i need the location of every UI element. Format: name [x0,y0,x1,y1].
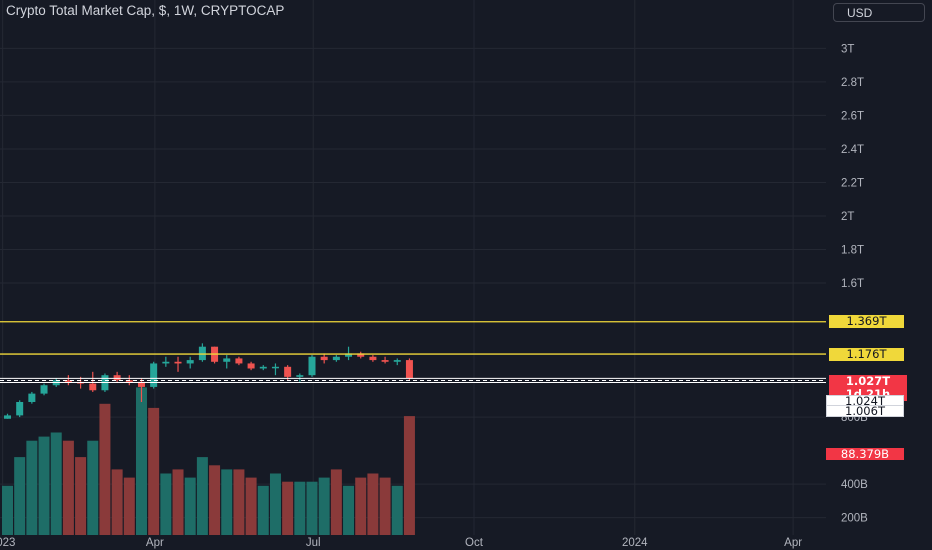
volume-bar [123,477,135,535]
volume-bar [135,387,147,535]
candle-body [296,375,304,377]
volume-bar [38,436,50,535]
volume-bar [282,481,294,535]
candle-body [369,356,377,361]
volume-bar [306,481,318,535]
y-tick-label: 2.6T [841,110,864,122]
candle-body [186,360,194,364]
candle-body [271,366,279,369]
candle-body [284,366,292,377]
volume-bar [75,457,87,535]
x-tick-label: Apr [784,537,802,549]
volume-bar [172,469,184,535]
candle-body [332,356,340,361]
candle-body [125,380,133,382]
volume-bar [2,485,13,535]
volume-tag: 88.379B [826,448,904,460]
volume-bar [294,481,306,535]
volume-bar [209,465,221,535]
candle-body [223,358,231,362]
candle-body [405,360,413,379]
last-price-value: 1.027T [845,374,891,388]
y-tick-label: 2.8T [841,77,864,89]
volume-bar [318,477,330,535]
x-tick-label: Jul [306,537,321,549]
y-tick-label: 1.6T [841,278,864,290]
chart-title: Crypto Total Market Cap, $, 1W, CRYPTOCA… [6,3,285,18]
candle-body [259,366,267,369]
time-axis[interactable]: 2023 Apr Jul Oct 2024 Apr [0,537,802,549]
level-tag-1176[interactable]: 1.176T [829,348,904,361]
volume-bar [391,485,403,535]
volume-bar [148,407,160,535]
volume-bar [233,469,245,535]
candle-body [89,383,97,391]
candle-body [150,363,158,387]
volume-bar [269,473,281,535]
volume-bar [50,432,62,535]
candle-body [320,356,328,361]
volume-bar [111,469,123,535]
x-tick-label: Oct [465,537,484,549]
x-tick-label: Apr [146,537,164,549]
y-tick-label: 2.2T [841,177,864,189]
candle-body [113,375,121,381]
y-tick-label: 1.8T [841,244,864,256]
y-tick-label: 2.4T [841,144,864,156]
volume-bar [184,477,196,535]
volume-bar [343,485,355,535]
candle-body [393,360,401,362]
volume-bar [160,473,172,535]
y-tick-label: 2T [841,211,854,223]
candle-body [308,356,316,376]
volume-bars [2,387,415,535]
volume-bar [14,457,26,535]
volume-bar [196,457,208,535]
candle-body [247,363,255,369]
candle-body [28,393,36,402]
y-tick-label: 400B [841,479,868,491]
x-tick-label: 2024 [622,537,648,549]
volume-bar [221,469,233,535]
candle-body [16,401,24,416]
x-tick-label: 2023 [0,537,15,549]
level-tag-1369[interactable]: 1.369T [829,315,904,328]
volume-bar [330,469,342,535]
candle-body [162,361,170,364]
candle-body [235,358,243,364]
volume-bar [62,440,74,535]
volume-bar [245,477,257,535]
candle-body [345,353,353,357]
volume-bar [403,416,415,535]
candle-body [40,385,48,394]
candle-body [198,346,206,361]
currency-button[interactable]: USD [833,3,925,22]
volume-bar [367,473,379,535]
candle-body [64,380,72,382]
candle-body [357,353,365,357]
volume-bar [99,403,111,535]
horizontal-levels[interactable] [0,321,826,384]
y-tick-label: 200B [841,513,868,525]
volume-bar [87,440,99,535]
volume-bar [26,440,38,535]
candle-body [4,415,11,419]
y-tick-label: 3T [841,43,854,55]
volume-bar [257,485,269,535]
price-level-tag-2: 1.006T [826,405,904,417]
volume-bar [355,477,367,535]
candle-body [381,360,389,362]
volume-bar [379,477,391,535]
candle-body [137,381,145,387]
candle-body [174,361,182,364]
